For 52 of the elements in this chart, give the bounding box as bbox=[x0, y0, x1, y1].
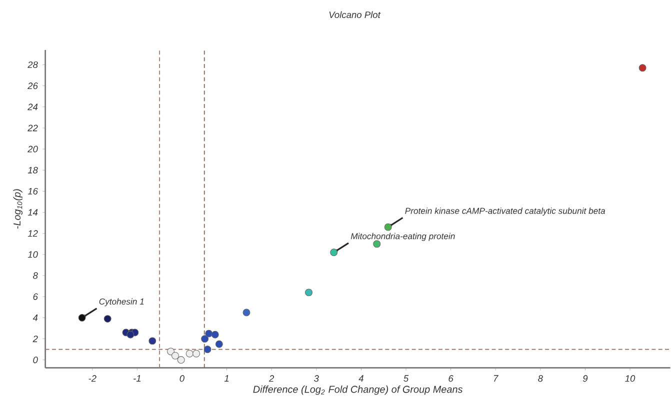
point bbox=[167, 348, 174, 356]
point bbox=[205, 330, 213, 338]
x-tick-label: 2 bbox=[268, 375, 274, 382]
annotation: Cytohesin 1 bbox=[99, 298, 144, 306]
x-tick-label: -1 bbox=[134, 375, 140, 382]
point bbox=[201, 335, 209, 343]
point bbox=[330, 248, 338, 256]
x-tick-label: -2 bbox=[88, 375, 96, 382]
x-tick-label: 5 bbox=[404, 375, 409, 382]
y-tick-label: 8 bbox=[33, 272, 38, 279]
chart-title: Volcano Plot bbox=[329, 11, 381, 18]
y-tick-label: 10 bbox=[28, 251, 38, 258]
y-tick-label: 2 bbox=[32, 336, 38, 342]
point bbox=[192, 350, 200, 358]
y-tick-label: 20 bbox=[28, 146, 38, 152]
point bbox=[186, 350, 194, 358]
point bbox=[305, 288, 312, 296]
y-tick-label: 28 bbox=[28, 62, 38, 68]
x-tick-label: 1 bbox=[224, 375, 229, 382]
y-tick-label: 4 bbox=[32, 314, 38, 322]
point bbox=[638, 64, 646, 72]
point bbox=[384, 223, 392, 231]
point bbox=[148, 337, 156, 345]
point bbox=[215, 340, 223, 348]
x-tick-label: 7 bbox=[494, 375, 498, 382]
y-tick-label: 22 bbox=[28, 124, 38, 132]
point bbox=[177, 356, 185, 364]
x-tick-label: 4 bbox=[358, 375, 364, 382]
point bbox=[104, 315, 112, 323]
y-tick-label: 14 bbox=[28, 209, 38, 216]
x-tick-label: 3 bbox=[314, 375, 319, 382]
x-axis-title: Difference (Log$_{2}$ Fold Change) of Group Means bbox=[253, 386, 463, 395]
x-tick-label: 0 bbox=[180, 375, 184, 382]
y-tick-label: 12 bbox=[28, 230, 38, 237]
annotation: Mitochondria-eating protein bbox=[350, 232, 455, 242]
annotation: Protein kinase cAMP-activated catalytic subunit beta bbox=[405, 208, 606, 216]
y-axis-title: -Log$_{10}$(p) bbox=[13, 189, 22, 229]
y-tick-label: 24 bbox=[28, 104, 38, 110]
x-tick-label: 8 bbox=[538, 375, 543, 382]
y-tick-label: 26 bbox=[28, 82, 38, 90]
point bbox=[242, 308, 250, 316]
x-tick-label: 6 bbox=[448, 375, 454, 382]
point bbox=[211, 330, 219, 338]
point bbox=[78, 314, 86, 322]
y-tick-label: 6 bbox=[33, 293, 38, 300]
y-tick-label: 0 bbox=[33, 356, 38, 364]
y-tick-label: 18 bbox=[28, 166, 38, 174]
x-tick-label: 10 bbox=[625, 375, 636, 382]
x-tick-label: 9 bbox=[582, 375, 588, 382]
y-tick-label: 16 bbox=[28, 188, 38, 195]
point bbox=[204, 346, 212, 354]
point bbox=[172, 352, 179, 360]
